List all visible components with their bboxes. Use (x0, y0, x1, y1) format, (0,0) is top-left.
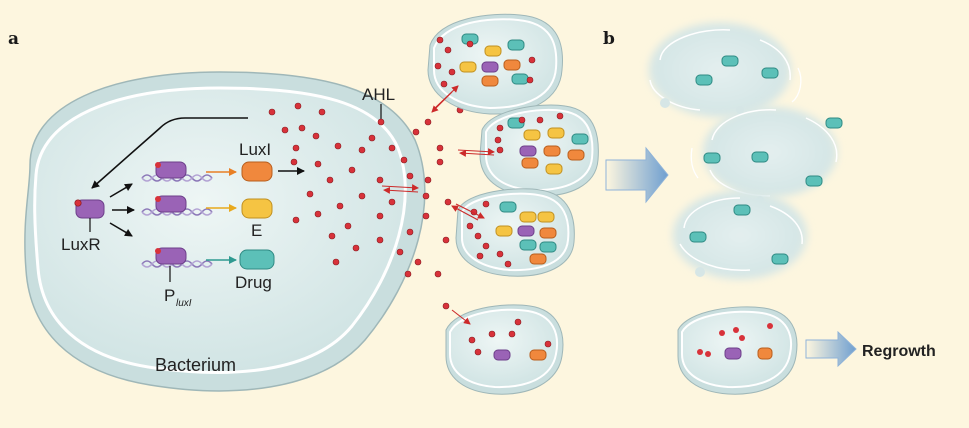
luxI-protein (241, 161, 273, 182)
arrow-luxR-to-luxI-promoter (109, 183, 133, 198)
ahl-molecules (268, 102, 464, 310)
promoter-label: P (164, 286, 175, 305)
feedback-arrow (91, 117, 248, 189)
ahl-exchange-arrows (381, 85, 495, 325)
panel-a-label: a (8, 29, 19, 49)
luxR-protein (74, 199, 105, 232)
dna-complex-e (141, 195, 213, 216)
dna-complex-luxI (141, 161, 213, 182)
transition-arrow (605, 146, 669, 204)
regrowth-label: Regrowth (862, 343, 936, 360)
ahl-label: AHL (362, 85, 395, 104)
bacterium-cell (24, 71, 426, 392)
drug-label: Drug (235, 273, 272, 292)
drug-protein (239, 249, 275, 270)
regrowth-arrow (805, 330, 857, 368)
dna-complex-drug (141, 247, 213, 282)
luxI-label: LuxI (239, 140, 271, 159)
promoter-subscript: luxI (176, 298, 192, 309)
bacterium-label: Bacterium (155, 355, 236, 375)
small-cell-proteins (434, 33, 589, 361)
lysed-cell-drug-proteins (689, 55, 843, 265)
small-cell-2 (479, 104, 599, 197)
arrow-luxR-to-drug-promoter (109, 222, 133, 237)
small-cell-4 (445, 304, 564, 395)
luxR-label: LuxR (61, 235, 101, 254)
panel-b-label: b (603, 29, 615, 49)
surviving-cell (677, 306, 798, 395)
small-cell-3 (455, 188, 575, 277)
e-label: E (251, 221, 262, 240)
e-protein (241, 198, 273, 219)
